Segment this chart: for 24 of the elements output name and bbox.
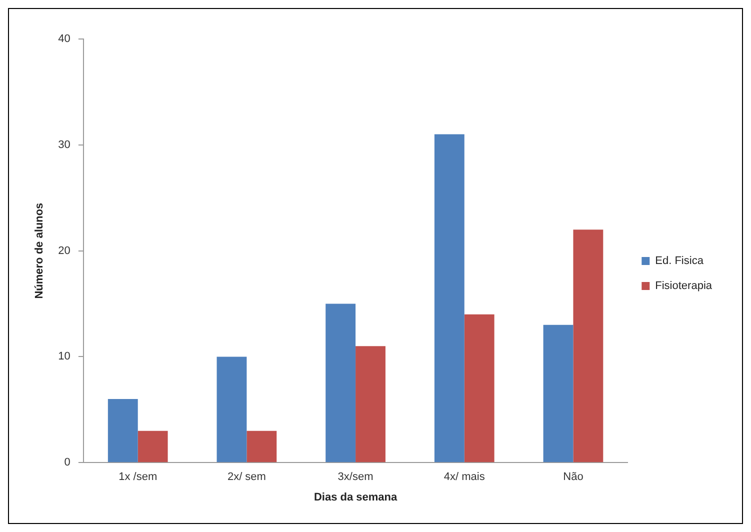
x-tick-label: 3x/sem [338, 471, 374, 484]
bar [543, 324, 574, 462]
y-tick-label: 40 [58, 33, 70, 46]
bar [138, 430, 168, 462]
y-axis-title: Número de alunos [34, 202, 46, 299]
bar [246, 430, 277, 462]
x-axis-title: Dias da semana [314, 491, 398, 504]
bar [108, 399, 138, 462]
y-tick-label: 30 [58, 138, 70, 151]
x-tick-label: 4x/ mais [444, 471, 486, 484]
bar [356, 346, 386, 462]
x-tick-label: Não [563, 471, 584, 484]
bar [464, 314, 494, 462]
y-tick-label: 20 [58, 244, 70, 257]
y-tick-label: 0 [64, 456, 70, 469]
bar [216, 356, 247, 462]
bar [434, 134, 464, 462]
legend-label: Ed. Fisica [655, 255, 704, 268]
legend-label: Fisioterapia [655, 280, 713, 292]
x-tick-label: 1x /sem [118, 471, 158, 484]
bar [573, 230, 604, 462]
y-tick-label: 10 [58, 350, 70, 363]
bar [326, 304, 356, 462]
x-tick-label: 2x/ sem [227, 471, 266, 484]
